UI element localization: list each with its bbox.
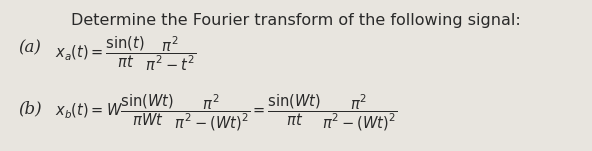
Text: $x_a(t) = \dfrac{\sin(t)}{\pi t} \dfrac{\pi^2}{\pi^2 - t^2}$: $x_a(t) = \dfrac{\sin(t)}{\pi t} \dfrac{… xyxy=(55,35,196,73)
Text: Determine the Fourier transform of the following signal:: Determine the Fourier transform of the f… xyxy=(71,13,521,28)
Text: (b): (b) xyxy=(18,101,41,117)
Text: $x_b(t) = W\dfrac{\sin(Wt)}{\pi Wt} \dfrac{\pi^2}{\pi^2-(Wt)^2} = \dfrac{\sin(Wt: $x_b(t) = W\dfrac{\sin(Wt)}{\pi Wt} \dfr… xyxy=(55,93,397,133)
Text: (a): (a) xyxy=(18,40,41,56)
